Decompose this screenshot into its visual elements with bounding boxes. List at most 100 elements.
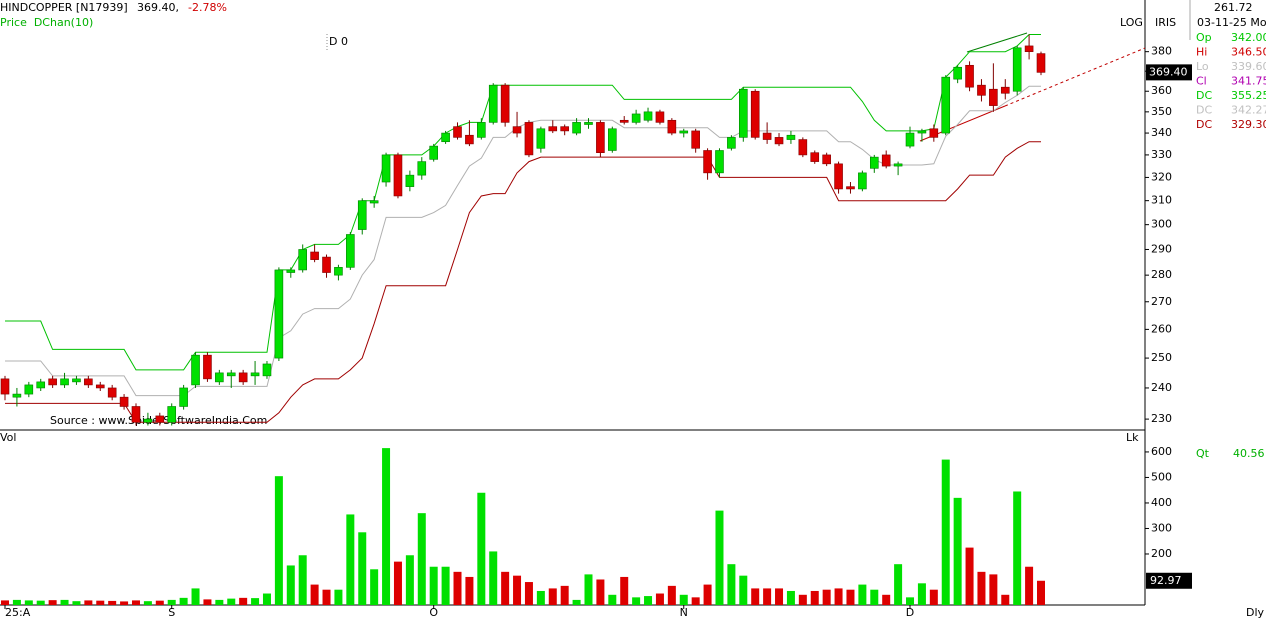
- candle-body: [822, 154, 831, 165]
- volume-bar: [632, 597, 641, 605]
- volume-bar: [775, 588, 784, 605]
- candle-body: [429, 145, 438, 160]
- candle-body: [72, 378, 81, 383]
- last-volume-box: [1146, 572, 1192, 589]
- candle-body: [953, 66, 962, 80]
- volume-bar: [298, 555, 307, 605]
- volume-bar: [274, 476, 283, 605]
- candle-body: [393, 154, 403, 197]
- candle-body: [203, 354, 212, 380]
- candle-body: [596, 122, 605, 153]
- x-tick-label: N: [680, 606, 688, 619]
- candle-body: [24, 384, 34, 395]
- volume-bar: [1013, 491, 1022, 605]
- volume-bar: [310, 584, 319, 605]
- candle-body: [500, 84, 510, 123]
- volume-bar: [572, 599, 581, 605]
- candle-body: [322, 256, 331, 273]
- volume-bar: [60, 599, 69, 605]
- candle-body: [250, 372, 260, 377]
- volume-bar: [346, 514, 355, 605]
- info-label: DC: [1196, 89, 1212, 102]
- volume-bar: [48, 600, 57, 605]
- volume-bar: [465, 576, 474, 605]
- candle-body: [1024, 45, 1034, 52]
- volume-bar: [120, 601, 129, 605]
- volume-bar: [203, 599, 212, 605]
- volume-bar: [513, 575, 522, 605]
- candle-body: [107, 387, 117, 398]
- volume-bar: [715, 510, 724, 605]
- y-tick-label: 240: [1151, 381, 1172, 394]
- candle-body: [643, 111, 653, 121]
- candle-body: [143, 418, 153, 423]
- candle-body: [441, 132, 450, 143]
- volume-bar: [953, 497, 962, 605]
- y-tick-label: 280: [1151, 268, 1172, 281]
- candle-body: [179, 387, 188, 407]
- candle-body: [869, 156, 879, 169]
- volume-bar: [286, 565, 295, 605]
- candle-body: [262, 363, 272, 377]
- volume-bar: [536, 590, 545, 605]
- volume-bar: [703, 584, 712, 605]
- trendline-extension: [1004, 47, 1146, 107]
- candle-body: [941, 76, 951, 134]
- volume-bar: [727, 564, 736, 605]
- y-tick-label: 270: [1151, 295, 1172, 308]
- y-tick-label: 360: [1151, 84, 1172, 97]
- volume-bar: [36, 600, 45, 605]
- candle-body: [572, 122, 581, 134]
- y-tick-label: 300: [1151, 218, 1172, 231]
- volume-bar: [12, 599, 21, 605]
- candle-body: [1036, 53, 1046, 73]
- volume-bar: [894, 564, 903, 605]
- info-value: 346.50: [1231, 46, 1266, 59]
- candle-body: [274, 269, 284, 359]
- volume-bar: [691, 597, 700, 605]
- info-label: Cl: [1196, 75, 1207, 88]
- volume-bar: [215, 599, 224, 605]
- volume-bar: [72, 601, 81, 605]
- info-date: 03-11-25 Mo: [1197, 16, 1266, 29]
- info-label: DC: [1196, 118, 1212, 131]
- candle-body: [667, 119, 677, 134]
- candle-body: [750, 90, 760, 138]
- candle-body: [548, 126, 558, 132]
- volume-bar: [441, 566, 450, 605]
- volume-bar: [358, 532, 367, 605]
- candle-body: [512, 126, 522, 134]
- volume-bar: [477, 492, 486, 605]
- volume-tick-label: 600: [1151, 445, 1172, 458]
- candle-body: [608, 128, 617, 151]
- volume-bar: [322, 589, 331, 605]
- y-tick-label: 310: [1151, 194, 1172, 207]
- candle-body: [12, 393, 22, 398]
- info-label: Op: [1196, 31, 1212, 44]
- volume-bar: [1, 600, 9, 605]
- volume-bar: [24, 600, 33, 605]
- volume-bar: [834, 588, 843, 605]
- volume-bar: [417, 513, 426, 605]
- volume-bar: [179, 597, 188, 605]
- candle-body: [310, 251, 319, 260]
- style: IRIS: [1155, 16, 1176, 29]
- candle-body: [905, 132, 915, 147]
- volume-bar: [917, 583, 926, 605]
- candle-body: [167, 406, 177, 423]
- volume-bar: [524, 582, 533, 605]
- candle-body: [929, 128, 939, 138]
- symbol: HINDCOPPER [N17939]: [0, 1, 128, 14]
- candle-body: [727, 137, 736, 149]
- candle-body: [619, 119, 629, 123]
- candle-body: [810, 152, 820, 162]
- candle-body: [453, 126, 462, 138]
- candle-body: [691, 130, 700, 149]
- candle-body: [977, 84, 986, 96]
- volume-bar: [262, 593, 271, 605]
- volume-bar: [596, 579, 605, 605]
- volume-bar: [405, 555, 414, 605]
- qt-value: 40.56: [1233, 447, 1265, 460]
- y-tick-label: 330: [1151, 148, 1172, 161]
- candle-body: [381, 154, 391, 183]
